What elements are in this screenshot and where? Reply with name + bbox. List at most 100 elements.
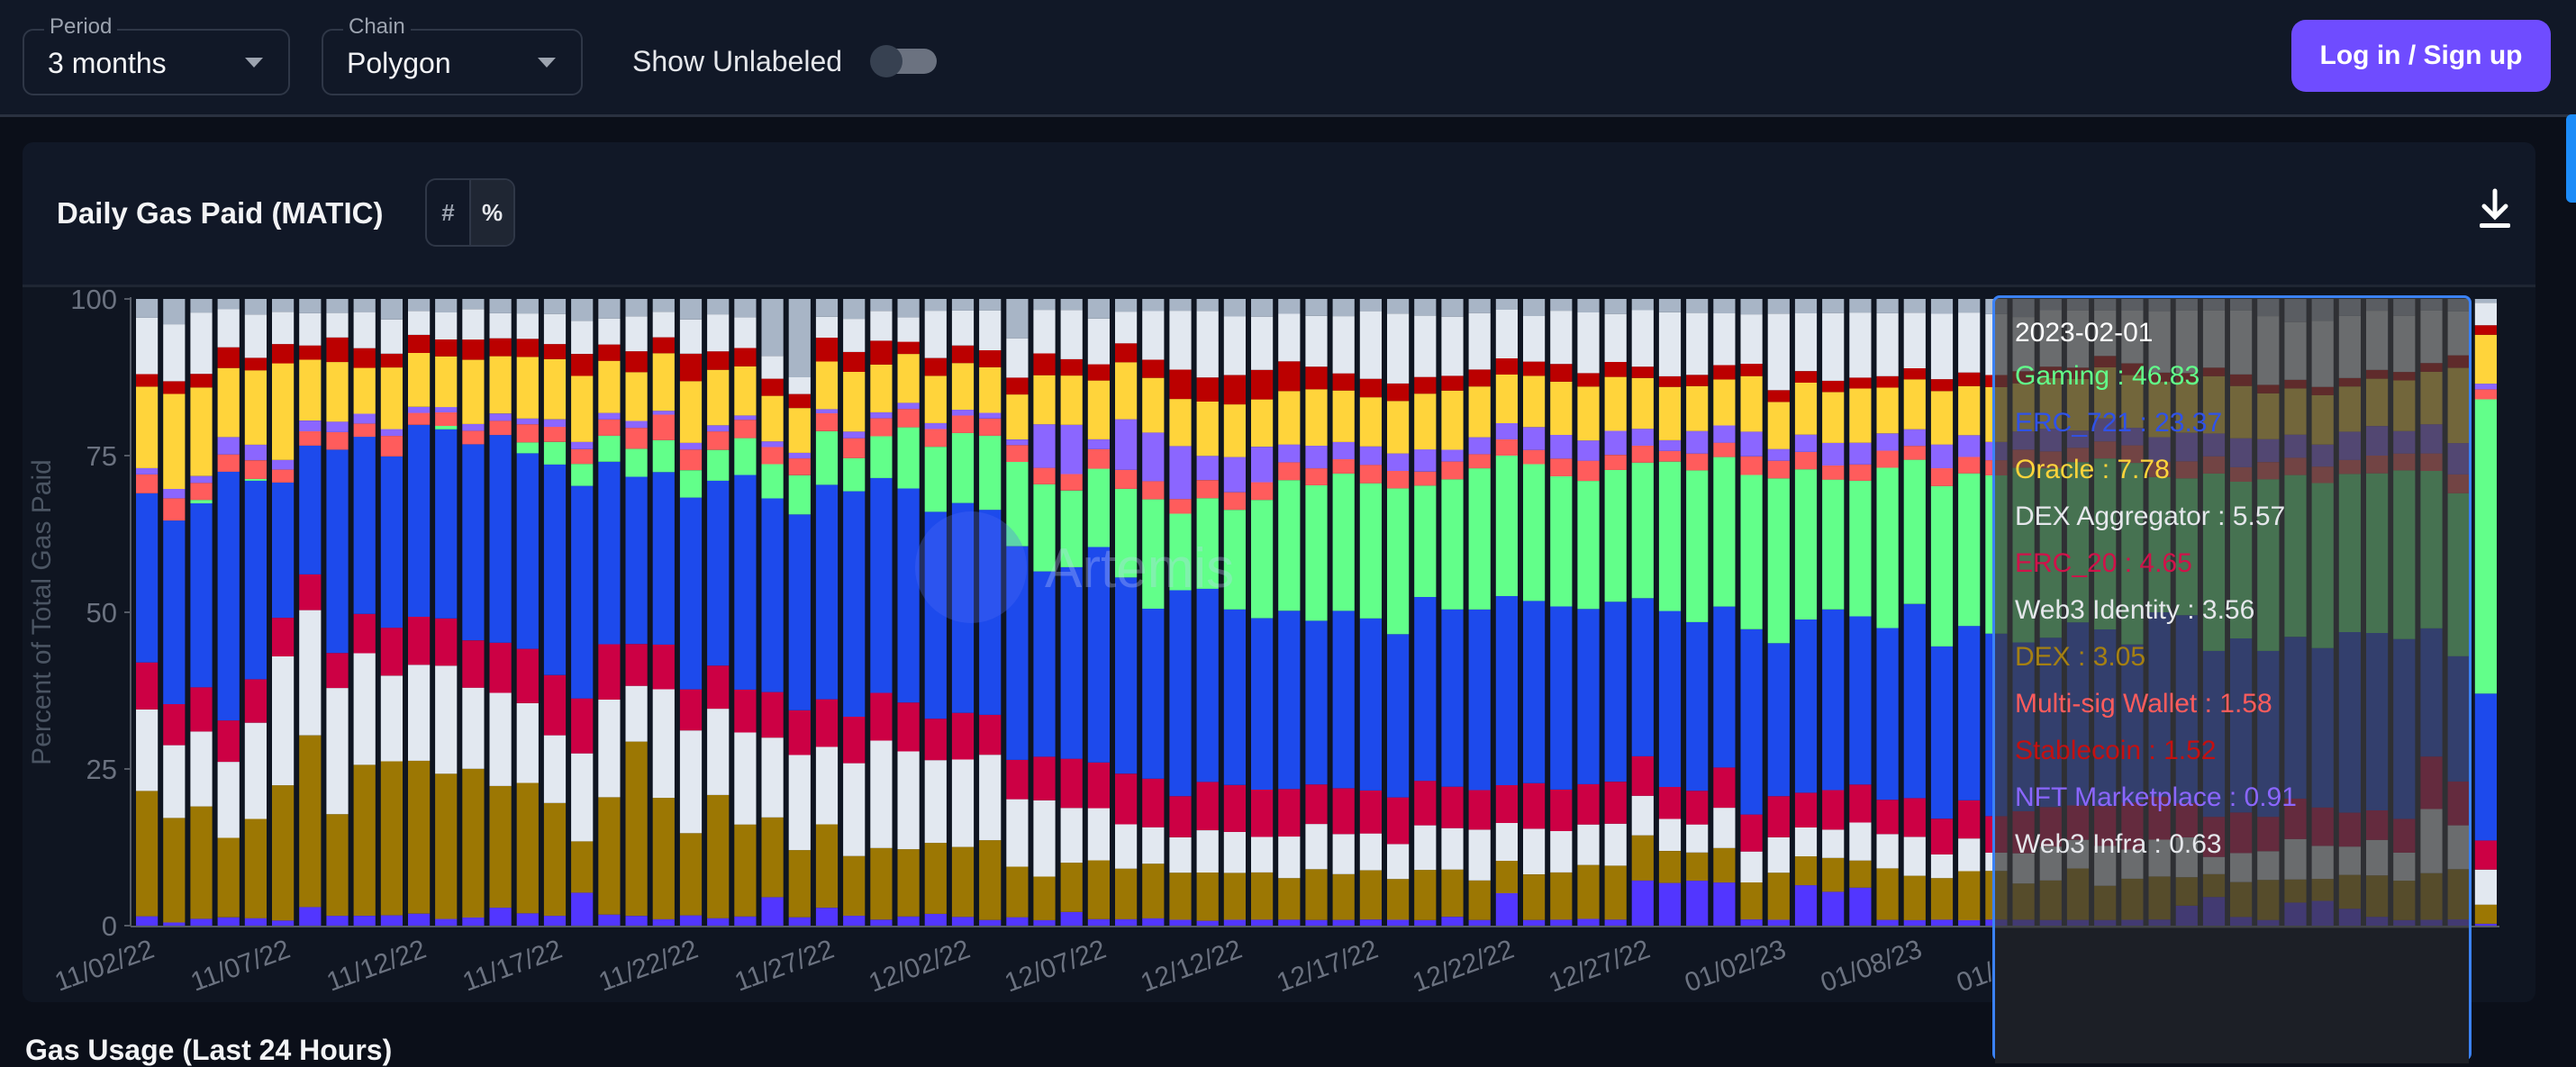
bar-segment-dex-aggregator [979, 755, 1002, 841]
bar-segment-gaming [1305, 484, 1328, 621]
x-tick-label: 12/07/22 [1001, 935, 1110, 999]
tooltip-item: Oracle : 7.78 [2015, 455, 2170, 484]
bar-segment-stablecoin [462, 339, 485, 360]
bar-segment-stablecoin [1251, 369, 1274, 400]
bar-segment-dex [516, 782, 539, 914]
bar-segment-gaming [1495, 456, 1518, 596]
bar-segment-oracle [163, 393, 186, 489]
download-icon[interactable] [2477, 187, 2513, 232]
bar-2022-12-04 [1006, 299, 1029, 926]
show-unlabeled-label: Show Unlabeled [632, 45, 843, 77]
percent-unit-button[interactable]: % [471, 180, 513, 245]
bar-segment-other [1849, 887, 1872, 926]
bar-segment-other [1169, 919, 1192, 926]
bar-segment-nft-marketplace [1387, 453, 1410, 471]
bar-segment-web3-infra [598, 299, 621, 319]
bar-2022-11-24 [734, 299, 757, 926]
bar-2022-12-07 [1087, 299, 1110, 927]
bar-segment-multi-sig-wallet [299, 431, 322, 446]
bar-segment-web3-identity [1087, 318, 1110, 365]
bar-segment-nft-marketplace [1006, 439, 1029, 446]
bar-segment-stablecoin [951, 345, 975, 364]
bar-segment-web3-infra [1414, 299, 1437, 316]
bar-segment-other [1876, 919, 1899, 926]
bar-segment-erc-721 [679, 497, 703, 690]
bar-segment-web3-identity [1930, 313, 1954, 380]
bar-segment-multi-sig-wallet [1903, 446, 1926, 460]
bar-segment-dex-aggregator [1958, 838, 1981, 872]
bar-segment-web3-infra [1523, 299, 1546, 316]
bar-segment-dex-aggregator [897, 751, 920, 850]
bar-segment-multi-sig-wallet [843, 438, 866, 458]
bar-segment-web3-infra [788, 299, 811, 377]
absolute-unit-button[interactable]: # [427, 180, 471, 245]
bar-segment-stablecoin [1930, 379, 1954, 392]
tooltip-item: ERC_20 : 4.65 [2015, 548, 2192, 578]
x-tick-label: 01/08/23 [1817, 935, 1926, 999]
bar-segment-dex-aggregator [190, 731, 213, 807]
bar-segment-erc-20 [734, 689, 757, 733]
bar-segment-other [516, 913, 539, 926]
bar-segment-erc-721 [326, 449, 349, 654]
bar-2022-12-25 [1577, 299, 1600, 926]
bar-segment-web3-infra [1142, 299, 1165, 312]
bar-segment-erc-20 [1740, 814, 1763, 852]
bar-segment-web3-infra [1577, 299, 1600, 312]
period-select[interactable]: Period 3 months [23, 14, 290, 95]
bar-segment-multi-sig-wallet [1332, 459, 1355, 474]
bar-segment-nft-marketplace [489, 413, 512, 421]
x-tick-label: 11/07/22 [187, 935, 295, 998]
bar-segment-erc-20 [1359, 790, 1382, 834]
bar-segment-gaming [244, 478, 267, 481]
bar-segment-stablecoin [516, 339, 539, 357]
bar-segment-other [1087, 918, 1110, 927]
bar-segment-web3-infra [326, 299, 349, 313]
bar-2022-11-21 [652, 299, 675, 926]
bar-segment-other [1033, 919, 1056, 926]
login-signup-button[interactable]: Log in / Sign up [2291, 20, 2551, 92]
bar-2022-11-04 [190, 299, 213, 926]
bar-segment-stablecoin [1604, 361, 1627, 377]
bar-segment-erc-721 [571, 485, 594, 699]
bar-segment-multi-sig-wallet [272, 469, 295, 483]
bar-segment-web3-identity [1387, 313, 1410, 384]
bar-segment-web3-identity [843, 319, 866, 352]
bar-segment-other [2474, 923, 2497, 926]
bar-segment-erc-721 [1169, 590, 1192, 797]
bar-segment-other [272, 920, 295, 926]
bar-segment-other [136, 916, 159, 926]
bar-2022-12-14 [1278, 299, 1301, 926]
show-unlabeled-toggle[interactable] [870, 45, 937, 77]
chain-select[interactable]: Chain Polygon [322, 14, 583, 95]
gas-usage-section-title: Gas Usage (Last 24 Hours) [25, 1034, 393, 1066]
bar-segment-erc-20 [1223, 784, 1246, 832]
bar-segment-stablecoin [598, 344, 621, 361]
bar-2022-11-03 [163, 299, 186, 926]
bar-2022-12-11 [1196, 299, 1219, 926]
bar-segment-stablecoin [1332, 373, 1355, 391]
bar-segment-oracle [543, 358, 567, 420]
bar-segment-erc-20 [543, 674, 567, 736]
bar-segment-web3-infra [843, 299, 866, 320]
bar-segment-stablecoin [1903, 368, 1926, 380]
bar-segment-dex [1849, 860, 1872, 888]
bar-segment-multi-sig-wallet [1387, 471, 1410, 489]
bar-segment-dex-aggregator [1169, 837, 1192, 873]
bar-segment-nft-marketplace [462, 423, 485, 431]
bar-segment-web3-identity [598, 318, 621, 345]
scrollbar-thumb[interactable] [2566, 114, 2576, 203]
bar-segment-gaming [1359, 483, 1382, 619]
bar-segment-nft-marketplace [843, 431, 866, 439]
bar-2022-12-13 [1251, 299, 1274, 926]
bar-segment-erc-721 [1115, 577, 1138, 774]
bar-segment-dex-aggregator [1903, 836, 1926, 876]
bar-2023-01-03 [1794, 299, 1818, 926]
bar-segment-stablecoin [897, 341, 920, 355]
bar-segment-dex-aggregator [1876, 834, 1899, 869]
bar-segment-dex [1251, 872, 1274, 920]
bar-segment-nft-marketplace [951, 410, 975, 416]
bar-2022-12-15 [1305, 299, 1328, 926]
bar-segment-nft-marketplace [1604, 430, 1627, 456]
bar-2022-11-28 [843, 299, 866, 926]
bar-segment-erc-721 [1142, 609, 1165, 779]
